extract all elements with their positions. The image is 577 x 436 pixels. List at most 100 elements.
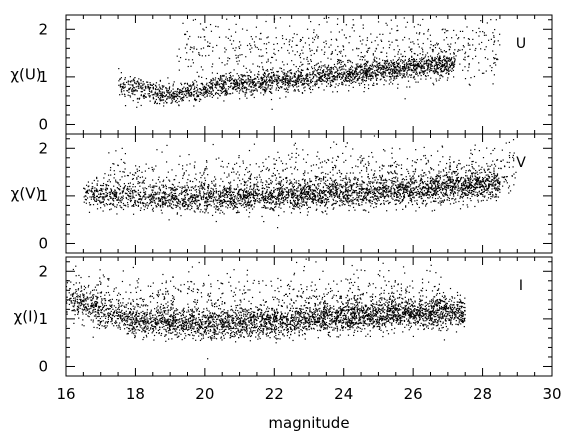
data-point xyxy=(352,24,354,26)
data-point xyxy=(198,75,200,77)
data-point xyxy=(460,168,462,170)
data-point xyxy=(384,64,386,66)
data-point xyxy=(413,69,415,72)
data-point xyxy=(447,196,449,199)
data-point xyxy=(435,61,438,63)
data-point xyxy=(265,43,268,45)
data-point xyxy=(451,37,453,39)
data-point xyxy=(379,187,381,189)
data-point xyxy=(320,80,322,83)
data-point xyxy=(257,73,259,75)
data-point xyxy=(184,89,187,91)
data-point xyxy=(324,190,326,192)
data-point xyxy=(129,84,131,86)
data-point xyxy=(230,85,232,87)
data-point xyxy=(281,79,283,81)
data-point xyxy=(491,179,493,181)
data-point xyxy=(395,75,398,78)
data-point xyxy=(291,192,293,194)
data-point xyxy=(361,59,363,61)
data-point xyxy=(368,70,371,72)
data-point xyxy=(328,74,330,76)
data-point xyxy=(329,189,331,191)
data-point xyxy=(399,65,401,67)
data-point xyxy=(96,177,98,180)
data-point xyxy=(466,193,468,195)
data-point xyxy=(243,65,245,67)
data-point xyxy=(328,75,330,77)
data-point xyxy=(310,21,312,23)
data-point xyxy=(330,69,332,71)
data-point xyxy=(410,61,412,63)
data-point xyxy=(127,81,129,83)
data-point xyxy=(365,68,367,70)
data-point xyxy=(451,189,453,191)
data-point xyxy=(302,69,304,71)
data-point xyxy=(246,184,248,186)
data-point xyxy=(144,93,146,95)
data-point xyxy=(184,33,187,36)
data-point xyxy=(386,24,388,26)
data-point xyxy=(260,84,262,86)
data-point xyxy=(221,75,223,77)
data-point xyxy=(439,77,441,79)
data-point xyxy=(169,204,171,207)
data-point xyxy=(282,75,284,78)
data-point xyxy=(441,69,443,72)
data-point xyxy=(201,76,203,78)
data-point xyxy=(141,182,143,184)
data-point xyxy=(254,44,256,46)
data-point xyxy=(267,60,269,62)
data-point xyxy=(312,72,314,74)
data-point xyxy=(411,59,413,61)
data-point xyxy=(215,192,217,194)
data-point xyxy=(332,75,334,78)
data-point xyxy=(428,190,430,193)
data-point xyxy=(255,85,257,87)
data-point xyxy=(427,180,429,182)
data-point xyxy=(423,63,425,65)
data-point xyxy=(311,201,313,203)
data-point xyxy=(416,64,419,66)
data-point xyxy=(446,173,448,176)
data-point xyxy=(300,77,302,80)
data-point xyxy=(176,90,178,92)
data-point xyxy=(446,36,448,39)
data-point xyxy=(207,41,209,43)
data-point xyxy=(168,219,170,221)
data-point xyxy=(390,19,392,21)
data-point xyxy=(257,82,259,84)
data-point xyxy=(284,78,286,81)
data-point xyxy=(250,76,252,79)
data-point xyxy=(356,199,358,201)
data-point xyxy=(412,60,415,63)
data-point xyxy=(463,46,465,48)
data-point xyxy=(430,60,432,63)
data-point xyxy=(286,187,289,189)
data-point xyxy=(225,202,227,204)
data-point xyxy=(474,49,476,51)
data-point xyxy=(334,78,336,81)
data-point xyxy=(340,190,343,193)
data-point xyxy=(329,189,331,192)
data-point xyxy=(183,86,185,88)
data-point xyxy=(178,92,180,94)
data-point xyxy=(124,95,126,98)
data-point xyxy=(219,85,221,88)
data-point xyxy=(246,44,249,47)
data-point xyxy=(435,68,437,70)
data-point xyxy=(210,205,212,207)
data-point xyxy=(355,70,357,72)
data-point xyxy=(374,195,377,197)
data-point xyxy=(444,65,446,68)
data-point xyxy=(341,77,343,79)
data-point xyxy=(357,200,359,202)
data-point xyxy=(408,38,410,40)
data-point xyxy=(120,83,122,85)
data-point xyxy=(470,77,472,79)
data-point xyxy=(200,98,202,101)
data-point xyxy=(309,178,311,180)
data-point xyxy=(342,46,345,48)
data-point xyxy=(364,67,366,69)
data-point xyxy=(300,202,302,204)
